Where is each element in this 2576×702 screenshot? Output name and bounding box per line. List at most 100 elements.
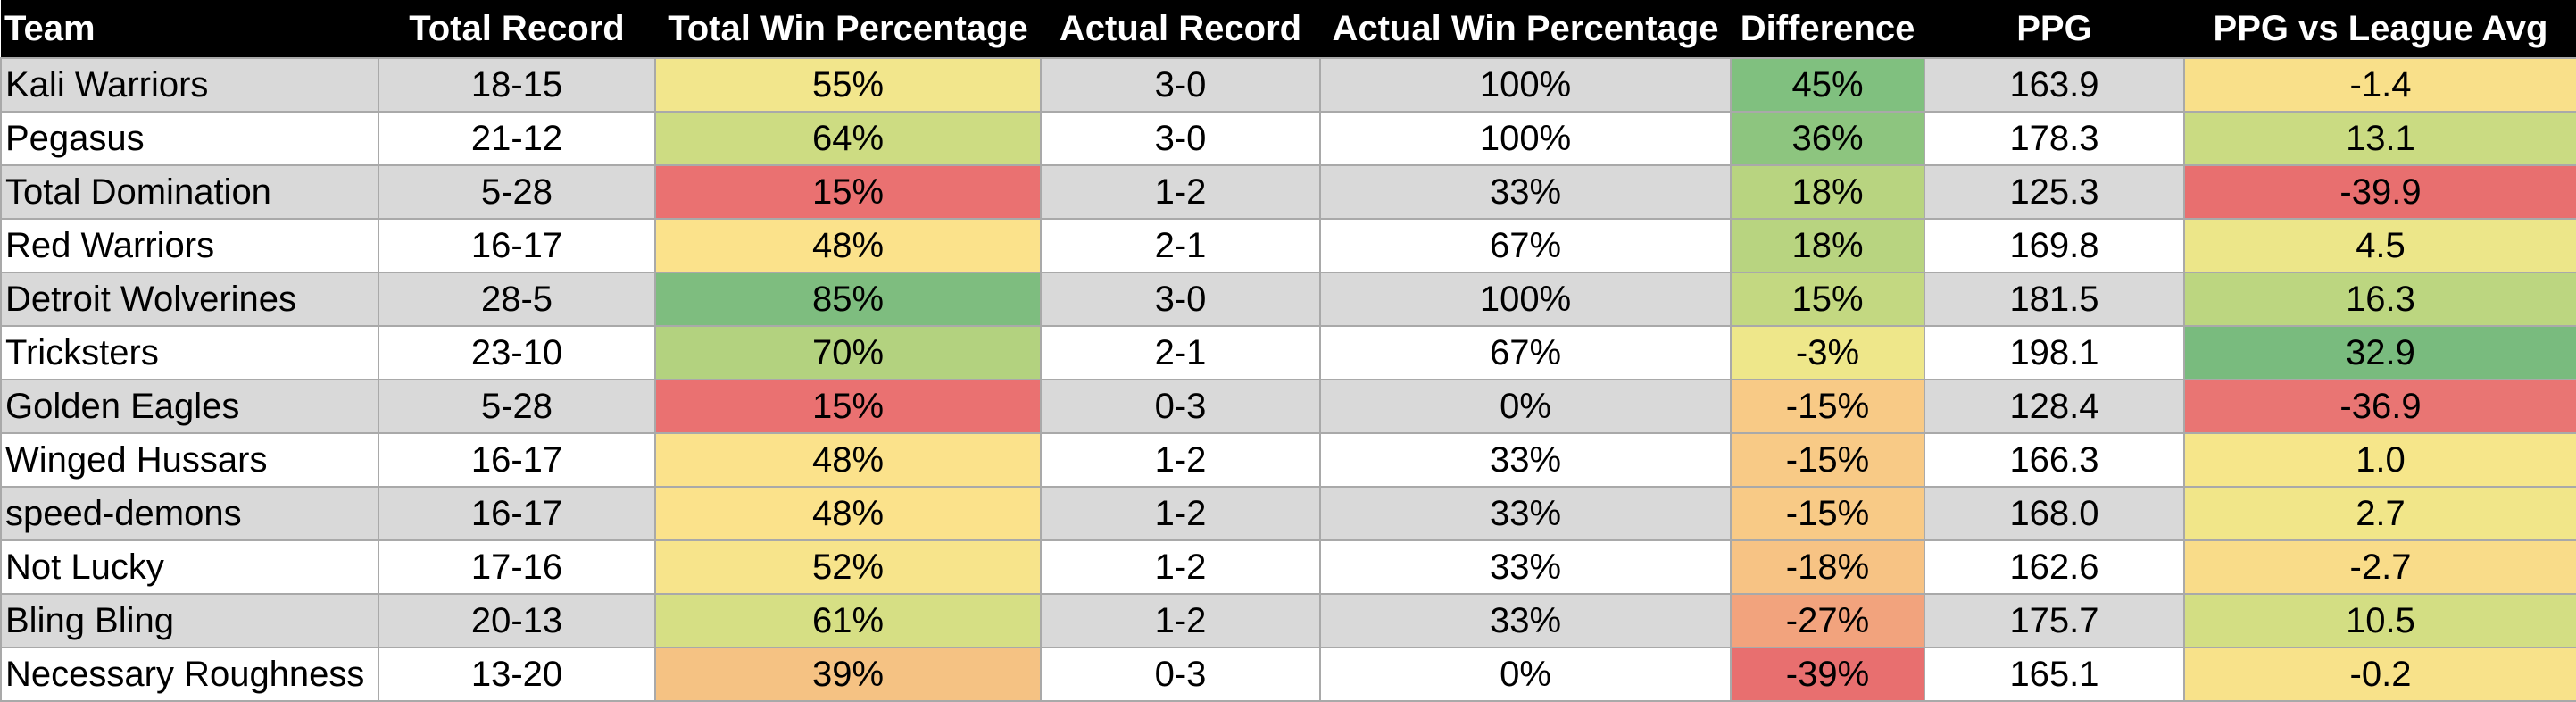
actual-win-percentage-cell[interactable]: 33% bbox=[1319, 593, 1732, 648]
header-total-win-percentage[interactable]: Total Win Percentage bbox=[655, 0, 1041, 58]
difference-cell[interactable]: 15% bbox=[1730, 272, 1925, 327]
actual-win-percentage-cell[interactable]: 100% bbox=[1319, 111, 1732, 166]
total-win-percentage-cell[interactable]: 85% bbox=[654, 272, 1042, 327]
team-cell[interactable]: Detroit Wolverines bbox=[0, 272, 379, 327]
total-record-cell[interactable]: 20-13 bbox=[378, 593, 656, 648]
total-win-percentage-cell[interactable]: 15% bbox=[654, 379, 1042, 434]
ppg-vs-league-avg-cell[interactable]: 1.0 bbox=[2183, 432, 2576, 488]
difference-cell[interactable]: -15% bbox=[1730, 432, 1925, 488]
total-record-cell[interactable]: 16-17 bbox=[378, 432, 656, 488]
actual-win-percentage-cell[interactable]: 67% bbox=[1319, 218, 1732, 273]
actual-record-cell[interactable]: 3-0 bbox=[1040, 57, 1321, 113]
difference-cell[interactable]: -3% bbox=[1730, 325, 1925, 380]
total-record-cell[interactable]: 18-15 bbox=[378, 57, 656, 113]
ppg-vs-league-avg-cell[interactable]: -1.4 bbox=[2183, 57, 2576, 113]
ppg-cell[interactable]: 175.7 bbox=[1924, 593, 2185, 648]
ppg-cell[interactable]: 169.8 bbox=[1924, 218, 2185, 273]
actual-record-cell[interactable]: 1-2 bbox=[1040, 539, 1321, 595]
actual-win-percentage-cell[interactable]: 0% bbox=[1319, 379, 1732, 434]
ppg-vs-league-avg-cell[interactable]: 32.9 bbox=[2183, 325, 2576, 380]
ppg-cell[interactable]: 128.4 bbox=[1924, 379, 2185, 434]
team-cell[interactable]: Bling Bling bbox=[0, 593, 379, 648]
actual-win-percentage-cell[interactable]: 33% bbox=[1319, 539, 1732, 595]
total-record-cell[interactable]: 17-16 bbox=[378, 539, 656, 595]
total-win-percentage-cell[interactable]: 52% bbox=[654, 539, 1042, 595]
actual-win-percentage-cell[interactable]: 100% bbox=[1319, 272, 1732, 327]
ppg-vs-league-avg-cell[interactable]: -36.9 bbox=[2183, 379, 2576, 434]
header-team[interactable]: Team bbox=[1, 0, 378, 58]
ppg-cell[interactable]: 168.0 bbox=[1924, 486, 2185, 541]
total-win-percentage-cell[interactable]: 64% bbox=[654, 111, 1042, 166]
actual-record-cell[interactable]: 1-2 bbox=[1040, 486, 1321, 541]
difference-cell[interactable]: 36% bbox=[1730, 111, 1925, 166]
header-difference[interactable]: Difference bbox=[1731, 0, 1924, 58]
actual-record-cell[interactable]: 0-3 bbox=[1040, 379, 1321, 434]
team-cell[interactable]: Winged Hussars bbox=[0, 432, 379, 488]
ppg-cell[interactable]: 166.3 bbox=[1924, 432, 2185, 488]
header-actual-win-percentage[interactable]: Actual Win Percentage bbox=[1320, 0, 1731, 58]
ppg-cell[interactable]: 162.6 bbox=[1924, 539, 2185, 595]
team-cell[interactable]: Tricksters bbox=[0, 325, 379, 380]
actual-record-cell[interactable]: 1-2 bbox=[1040, 164, 1321, 220]
total-win-percentage-cell[interactable]: 39% bbox=[654, 647, 1042, 702]
ppg-vs-league-avg-cell[interactable]: 13.1 bbox=[2183, 111, 2576, 166]
total-win-percentage-cell[interactable]: 55% bbox=[654, 57, 1042, 113]
header-actual-record[interactable]: Actual Record bbox=[1041, 0, 1320, 58]
ppg-cell[interactable]: 198.1 bbox=[1924, 325, 2185, 380]
actual-win-percentage-cell[interactable]: 33% bbox=[1319, 432, 1732, 488]
ppg-cell[interactable]: 125.3 bbox=[1924, 164, 2185, 220]
actual-record-cell[interactable]: 1-2 bbox=[1040, 432, 1321, 488]
ppg-cell[interactable]: 165.1 bbox=[1924, 647, 2185, 702]
team-cell[interactable]: Necessary Roughness bbox=[0, 647, 379, 702]
total-record-cell[interactable]: 23-10 bbox=[378, 325, 656, 380]
header-ppg-vs-league-avg[interactable]: PPG vs League Avg bbox=[2184, 0, 2576, 58]
total-win-percentage-cell[interactable]: 48% bbox=[654, 432, 1042, 488]
total-record-cell[interactable]: 16-17 bbox=[378, 218, 656, 273]
team-cell[interactable]: Kali Warriors bbox=[0, 57, 379, 113]
ppg-vs-league-avg-cell[interactable]: 2.7 bbox=[2183, 486, 2576, 541]
total-record-cell[interactable]: 28-5 bbox=[378, 272, 656, 327]
actual-win-percentage-cell[interactable]: 33% bbox=[1319, 486, 1732, 541]
total-record-cell[interactable]: 16-17 bbox=[378, 486, 656, 541]
difference-cell[interactable]: 18% bbox=[1730, 218, 1925, 273]
team-cell[interactable]: Not Lucky bbox=[0, 539, 379, 595]
team-cell[interactable]: Total Domination bbox=[0, 164, 379, 220]
difference-cell[interactable]: -39% bbox=[1730, 647, 1925, 702]
difference-cell[interactable]: -18% bbox=[1730, 539, 1925, 595]
header-total-record[interactable]: Total Record bbox=[378, 0, 655, 58]
actual-record-cell[interactable]: 1-2 bbox=[1040, 593, 1321, 648]
difference-cell[interactable]: -27% bbox=[1730, 593, 1925, 648]
total-win-percentage-cell[interactable]: 48% bbox=[654, 486, 1042, 541]
ppg-vs-league-avg-cell[interactable]: 10.5 bbox=[2183, 593, 2576, 648]
total-record-cell[interactable]: 5-28 bbox=[378, 379, 656, 434]
ppg-cell[interactable]: 163.9 bbox=[1924, 57, 2185, 113]
total-win-percentage-cell[interactable]: 48% bbox=[654, 218, 1042, 273]
team-cell[interactable]: Pegasus bbox=[0, 111, 379, 166]
ppg-cell[interactable]: 181.5 bbox=[1924, 272, 2185, 327]
team-cell[interactable]: Golden Eagles bbox=[0, 379, 379, 434]
ppg-vs-league-avg-cell[interactable]: -39.9 bbox=[2183, 164, 2576, 220]
total-record-cell[interactable]: 21-12 bbox=[378, 111, 656, 166]
total-record-cell[interactable]: 13-20 bbox=[378, 647, 656, 702]
difference-cell[interactable]: -15% bbox=[1730, 486, 1925, 541]
team-cell[interactable]: speed-demons bbox=[0, 486, 379, 541]
actual-record-cell[interactable]: 2-1 bbox=[1040, 325, 1321, 380]
actual-record-cell[interactable]: 0-3 bbox=[1040, 647, 1321, 702]
ppg-vs-league-avg-cell[interactable]: 4.5 bbox=[2183, 218, 2576, 273]
difference-cell[interactable]: 45% bbox=[1730, 57, 1925, 113]
ppg-vs-league-avg-cell[interactable]: -0.2 bbox=[2183, 647, 2576, 702]
ppg-vs-league-avg-cell[interactable]: -2.7 bbox=[2183, 539, 2576, 595]
ppg-vs-league-avg-cell[interactable]: 16.3 bbox=[2183, 272, 2576, 327]
actual-record-cell[interactable]: 3-0 bbox=[1040, 272, 1321, 327]
actual-record-cell[interactable]: 3-0 bbox=[1040, 111, 1321, 166]
actual-record-cell[interactable]: 2-1 bbox=[1040, 218, 1321, 273]
ppg-cell[interactable]: 178.3 bbox=[1924, 111, 2185, 166]
header-ppg[interactable]: PPG bbox=[1924, 0, 2184, 58]
difference-cell[interactable]: 18% bbox=[1730, 164, 1925, 220]
actual-win-percentage-cell[interactable]: 33% bbox=[1319, 164, 1732, 220]
actual-win-percentage-cell[interactable]: 67% bbox=[1319, 325, 1732, 380]
team-cell[interactable]: Red Warriors bbox=[0, 218, 379, 273]
total-win-percentage-cell[interactable]: 15% bbox=[654, 164, 1042, 220]
actual-win-percentage-cell[interactable]: 100% bbox=[1319, 57, 1732, 113]
total-win-percentage-cell[interactable]: 70% bbox=[654, 325, 1042, 380]
